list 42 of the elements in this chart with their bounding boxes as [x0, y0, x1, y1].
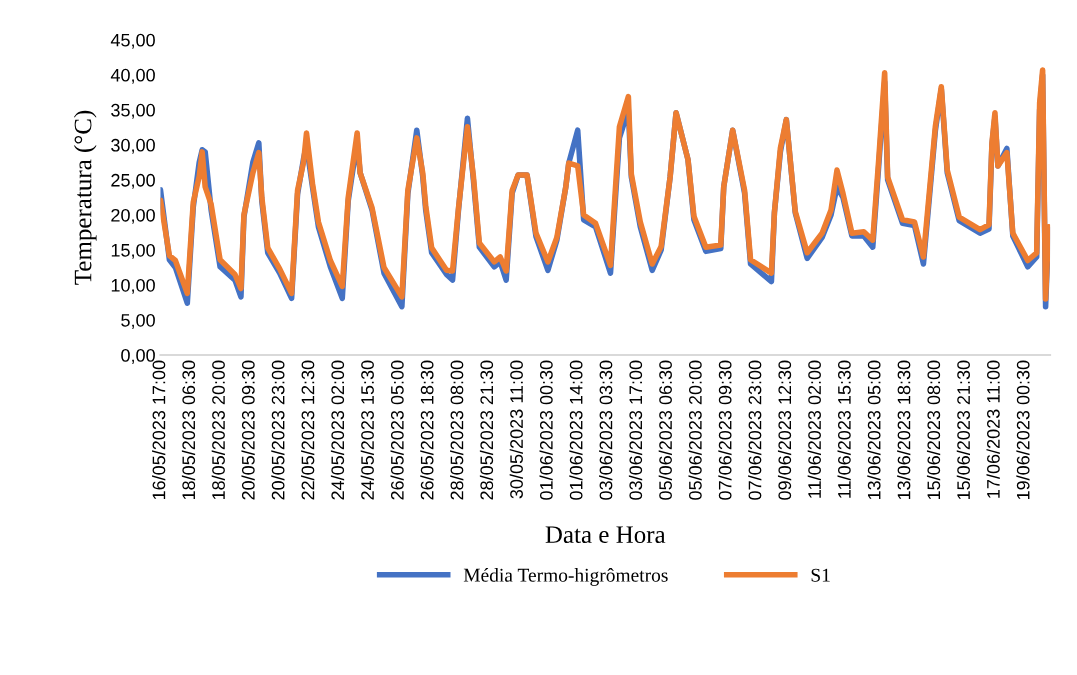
x-tick-label: 22/05/2023 12:30 — [301, 360, 315, 500]
x-tick-label: 18/05/2023 20:00 — [211, 360, 225, 500]
y-tick-label: 10,00 — [111, 278, 155, 294]
x-tick-label: 15/06/2023 21:30 — [956, 360, 970, 500]
x-tick-label: 20/05/2023 09:30 — [241, 360, 255, 500]
x-tick-label: 13/06/2023 18:30 — [897, 360, 911, 500]
x-tick-label: 13/06/2023 05:00 — [867, 360, 881, 500]
x-tick-label: 20/05/2023 23:00 — [271, 360, 285, 500]
x-tick-label: 07/06/2023 23:00 — [748, 360, 762, 500]
x-tick-label: 11/06/2023 15:30 — [837, 360, 851, 498]
x-axis-title: Data e Hora — [545, 526, 666, 544]
x-tick-label: 28/05/2023 08:00 — [450, 360, 464, 500]
x-tick-label: 28/05/2023 21:30 — [479, 360, 494, 500]
y-tick-label: 20,00 — [111, 208, 155, 224]
legend-label: Média Termo-higrômetros — [463, 568, 668, 586]
x-tick-label: 03/06/2023 03:30 — [599, 360, 613, 500]
x-tick-label: 17/06/2023 11:00 — [986, 360, 1000, 498]
x-tick-label: 03/06/2023 17:00 — [628, 360, 643, 500]
x-tick-label: 09/06/2023 12:30 — [777, 360, 792, 500]
y-tick-label: 5,00 — [121, 313, 155, 329]
x-tick-label: 01/06/2023 14:00 — [569, 360, 583, 500]
x-tick-label: 26/05/2023 05:00 — [390, 360, 404, 500]
y-tick-label: 35,00 — [111, 103, 155, 119]
x-tick-label: 26/05/2023 18:30 — [420, 360, 434, 500]
x-tick-label: 11/06/2023 02:00 — [807, 360, 821, 498]
y-tick-label: 15,00 — [111, 243, 155, 259]
y-tick-label: 30,00 — [111, 138, 155, 154]
x-tick-label: 30/05/2023 11:00 — [509, 360, 523, 499]
y-axis-title: Temperatura (°C) — [73, 110, 97, 285]
y-tick-label: 45,00 — [110, 33, 155, 49]
x-tick-label: 01/06/2023 00:30 — [539, 360, 553, 500]
x-tick-label: 05/06/2023 20:00 — [688, 360, 702, 500]
y-tick-label: 25,00 — [111, 173, 155, 189]
x-tick-label: 19/06/2023 00:30 — [1016, 360, 1030, 500]
y-tick-label: 40,00 — [110, 68, 155, 84]
x-tick-label: 15/06/2023 08:00 — [926, 360, 941, 500]
x-tick-label: 07/06/2023 09:30 — [718, 360, 732, 500]
x-tick-label: 24/05/2023 02:00 — [330, 360, 345, 500]
x-tick-label: 24/05/2023 15:30 — [360, 360, 374, 500]
x-tick-label: 18/05/2023 06:30 — [181, 360, 196, 500]
legend-label: S1 — [811, 568, 830, 582]
x-tick-label: 05/06/2023 06:30 — [658, 360, 672, 500]
